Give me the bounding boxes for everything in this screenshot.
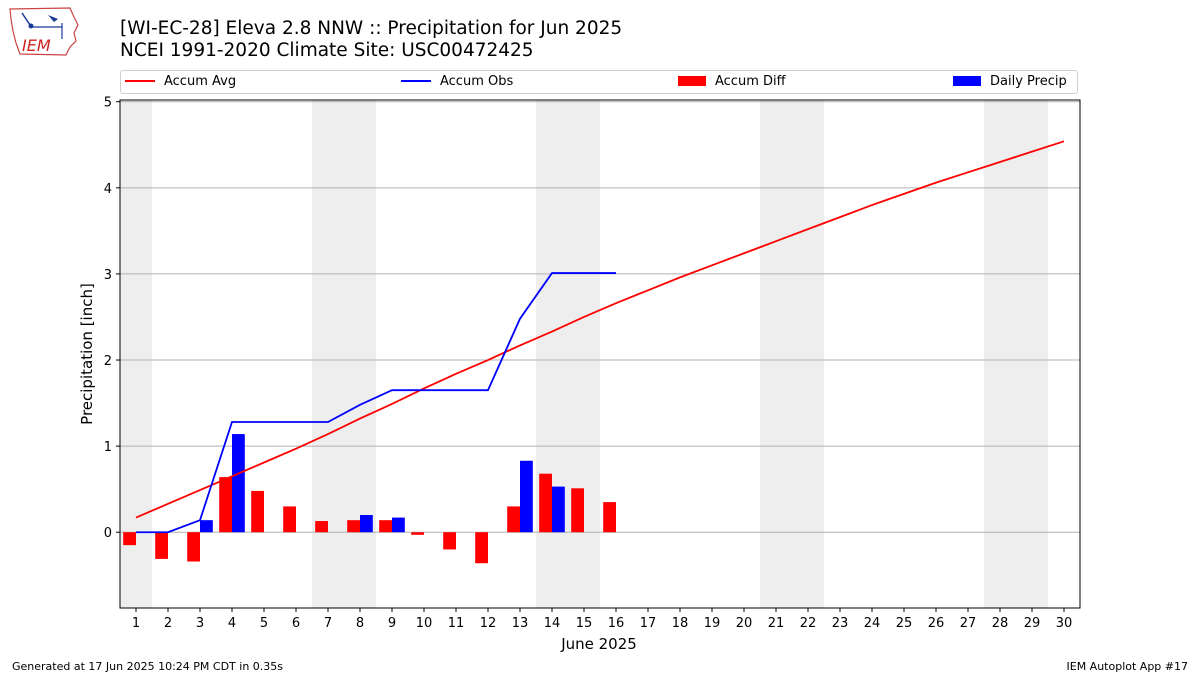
- bar-accum-diff: [475, 532, 488, 564]
- bar-accum-diff: [411, 532, 424, 535]
- x-tick-label: 5: [260, 616, 268, 631]
- x-tick-label: 29: [1024, 616, 1041, 631]
- x-tick-label: 20: [736, 616, 753, 631]
- x-tick-label: 15: [576, 616, 593, 631]
- bar-accum-diff: [283, 506, 296, 533]
- x-tick-label: 6: [292, 616, 300, 631]
- bar-daily-precip: [392, 517, 405, 533]
- bar-accum-diff: [443, 532, 456, 550]
- bar-accum-diff: [155, 532, 168, 559]
- plot-frame: [119, 99, 1081, 609]
- x-tick-label: 16: [608, 616, 625, 631]
- x-tick-label: 19: [704, 616, 721, 631]
- bar-daily-precip: [552, 486, 565, 533]
- legend-swatch-daily-precip: [953, 75, 981, 86]
- bar-accum-diff: [539, 473, 552, 533]
- bars: [123, 434, 616, 564]
- x-tick-label: 11: [448, 616, 465, 631]
- legend-label-accum-avg: Accum Avg: [164, 74, 237, 89]
- series-lines: [135, 140, 1065, 534]
- legend-item-accum-diff: Accum Diff: [678, 74, 786, 90]
- x-tick-label: 28: [992, 616, 1009, 631]
- iowa-map-logo-icon: IEM: [9, 7, 79, 56]
- legend-swatch-accum-avg: [125, 79, 155, 82]
- logo-text: IEM: [22, 36, 51, 55]
- chart-title: [WI-EC-28] Eleva 2.8 NNW :: Precipitatio…: [120, 18, 623, 39]
- x-tick-label: 13: [512, 616, 529, 631]
- y-tick-label: 4: [104, 182, 112, 197]
- x-tick-label: 2: [164, 616, 172, 631]
- gridlines: [120, 101, 1080, 533]
- bar-accum-diff: [251, 490, 264, 533]
- weekend-band: [760, 100, 824, 608]
- bar-accum-diff: [571, 488, 584, 533]
- bar-daily-precip: [520, 460, 533, 533]
- bar-accum-diff: [347, 520, 360, 533]
- x-tick-label: 27: [960, 616, 977, 631]
- legend-label-accum-obs: Accum Obs: [440, 74, 514, 89]
- app-credit: IEM Autoplot App #17: [1066, 660, 1189, 673]
- x-tick-label: 8: [356, 616, 364, 631]
- chart-legend: Accum Avg Accum Obs Accum Diff Daily Pre…: [120, 70, 1078, 94]
- bar-accum-diff: [603, 502, 616, 533]
- legend-item-accum-obs: Accum Obs: [401, 74, 513, 90]
- x-tick-label: 26: [928, 616, 945, 631]
- bar-accum-diff: [219, 477, 232, 533]
- y-tick-label: 3: [104, 268, 112, 283]
- x-tick-label: 12: [480, 616, 497, 631]
- legend-label-accum-diff: Accum Diff: [715, 74, 786, 89]
- x-tick-label: 17: [640, 616, 657, 631]
- generated-timestamp: Generated at 17 Jun 2025 10:24 PM CDT in…: [12, 660, 284, 673]
- y-tick-label: 5: [104, 96, 112, 111]
- legend-swatch-accum-diff: [678, 75, 706, 86]
- weekend-band: [120, 100, 152, 608]
- x-tick-label: 22: [800, 616, 817, 631]
- legend-item-accum-avg: Accum Avg: [125, 74, 236, 90]
- line-accum-obs: [136, 272, 616, 534]
- y-tick-label: 2: [104, 354, 112, 369]
- bar-accum-diff: [187, 532, 200, 562]
- weekend-band: [984, 100, 1048, 608]
- bar-daily-precip: [360, 515, 373, 533]
- legend-swatch-accum-obs: [401, 79, 431, 82]
- y-tick-label: 0: [104, 526, 112, 541]
- x-tick-label: 21: [768, 616, 785, 631]
- x-tick-label: 14: [544, 616, 561, 631]
- x-tick-label: 23: [832, 616, 849, 631]
- y-axis-label: Precipitation [inch]: [78, 283, 96, 425]
- x-tick-label: 30: [1056, 616, 1073, 631]
- y-tick-label: 1: [104, 440, 112, 455]
- x-tick-label: 4: [228, 616, 236, 631]
- line-accum-avg: [135, 140, 1065, 519]
- legend-item-daily-precip: Daily Precip: [953, 74, 1067, 90]
- bar-daily-precip: [200, 520, 213, 533]
- bar-accum-diff: [507, 506, 520, 533]
- bar-daily-precip: [232, 434, 245, 533]
- chart-subtitle: NCEI 1991-2020 Climate Site: USC00472425: [120, 40, 534, 61]
- x-tick-label: 10: [416, 616, 433, 631]
- x-tick-label: 1: [132, 616, 140, 631]
- x-axis-label: June 2025: [560, 635, 637, 653]
- x-tick-label: 7: [324, 616, 332, 631]
- legend-label-daily-precip: Daily Precip: [990, 74, 1067, 89]
- bar-accum-diff: [315, 521, 328, 533]
- x-tick-label: 3: [196, 616, 204, 631]
- x-tick-label: 25: [896, 616, 913, 631]
- x-tick-label: 24: [864, 616, 881, 631]
- bar-accum-diff: [379, 520, 392, 533]
- iem-logo: IEM: [8, 5, 80, 59]
- x-tick-label: 18: [672, 616, 689, 631]
- bar-accum-diff: [123, 532, 136, 546]
- x-tick-label: 9: [388, 616, 396, 631]
